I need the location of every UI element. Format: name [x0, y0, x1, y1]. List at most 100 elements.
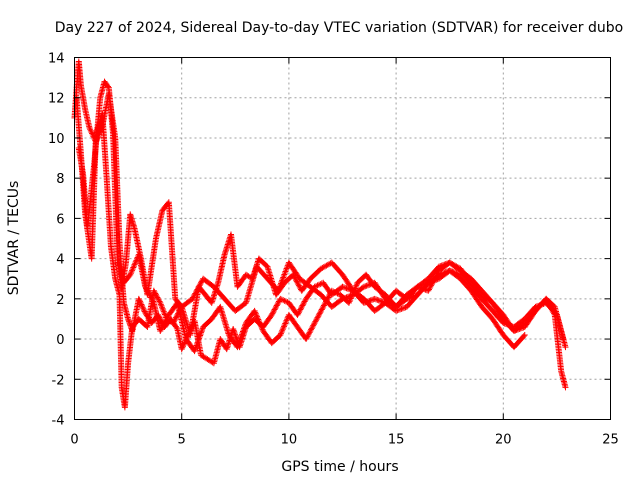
data-point	[310, 322, 317, 329]
data-point	[268, 311, 275, 318]
data-point	[346, 298, 353, 305]
data-point	[258, 323, 265, 330]
data-point	[157, 328, 164, 335]
data-point	[155, 297, 162, 304]
data-point	[331, 289, 338, 296]
data-point	[199, 326, 206, 333]
data-point	[104, 83, 111, 90]
data-point	[259, 326, 266, 333]
data-point	[314, 282, 321, 289]
data-point	[161, 319, 168, 326]
data-point	[298, 305, 305, 312]
data-point	[193, 342, 200, 349]
data-point	[141, 308, 148, 315]
data-point	[352, 285, 359, 292]
data-point	[179, 343, 186, 350]
data-point	[132, 260, 139, 267]
data-point	[274, 301, 281, 308]
x-tick-label: 0	[70, 433, 78, 448]
data-point	[295, 281, 302, 288]
data-point	[442, 261, 449, 268]
data-point	[282, 320, 289, 327]
data-point	[145, 290, 152, 297]
data-point	[197, 281, 204, 288]
data-point	[340, 284, 347, 291]
data-point	[192, 345, 199, 352]
data-point	[322, 299, 329, 306]
data-point	[397, 306, 404, 313]
data-point	[399, 305, 406, 312]
y-tick-label: 6	[56, 212, 64, 227]
data-point	[158, 325, 165, 332]
data-point	[181, 340, 188, 347]
data-point	[305, 332, 312, 339]
data-point	[325, 294, 332, 301]
data-point	[238, 332, 245, 339]
data-point	[283, 298, 290, 305]
data-point	[159, 323, 166, 330]
data-point	[171, 317, 178, 324]
data-point	[130, 264, 137, 271]
data-point	[278, 278, 285, 285]
data-point	[426, 285, 433, 292]
data-point	[281, 270, 288, 277]
data-point	[275, 286, 282, 293]
data-point	[242, 321, 249, 328]
data-point	[255, 316, 262, 323]
data-point	[279, 327, 286, 334]
data-point	[427, 283, 434, 290]
data-point	[544, 298, 551, 305]
data-point	[197, 331, 204, 338]
data-point	[138, 301, 145, 308]
data-point	[309, 323, 316, 330]
data-point	[277, 295, 284, 302]
data-point	[278, 329, 285, 336]
data-point	[235, 339, 242, 346]
data-point	[147, 293, 154, 300]
data-point	[521, 332, 528, 339]
data-point	[269, 310, 276, 317]
data-point	[152, 290, 159, 297]
data-point	[257, 322, 264, 329]
data-point	[371, 295, 378, 302]
data-point	[435, 271, 442, 278]
data-point	[275, 299, 282, 306]
data-point	[277, 281, 284, 288]
data-point	[275, 287, 282, 294]
y-tick-label: 12	[48, 92, 65, 107]
data-point	[398, 305, 405, 312]
data-point	[189, 295, 196, 302]
data-point	[239, 328, 246, 335]
data-point	[254, 315, 261, 322]
data-point	[280, 272, 287, 279]
data-point	[325, 293, 332, 300]
data-point	[543, 295, 550, 302]
data-point	[277, 330, 284, 337]
data-point	[310, 321, 317, 328]
data-point	[151, 289, 158, 296]
data-point	[143, 286, 150, 293]
data-point	[284, 264, 291, 271]
data-point	[517, 325, 524, 332]
data-point	[195, 285, 202, 292]
data-point	[409, 293, 416, 300]
data-point	[345, 299, 352, 306]
data-point	[441, 261, 448, 268]
data-point	[321, 301, 328, 308]
y-axis-label: SDTVAR / TECUs	[6, 181, 22, 296]
data-point	[348, 294, 355, 301]
data-point	[373, 296, 379, 303]
data-point	[377, 297, 384, 304]
data-point	[195, 338, 202, 345]
data-point	[152, 291, 159, 298]
data-point	[425, 287, 432, 294]
data-point	[193, 287, 200, 294]
data-point	[516, 326, 523, 332]
data-point	[142, 283, 149, 290]
data-point	[328, 287, 335, 294]
data-point	[197, 279, 204, 286]
data-point	[411, 292, 418, 299]
data-point	[298, 303, 305, 310]
data-point	[170, 318, 177, 325]
